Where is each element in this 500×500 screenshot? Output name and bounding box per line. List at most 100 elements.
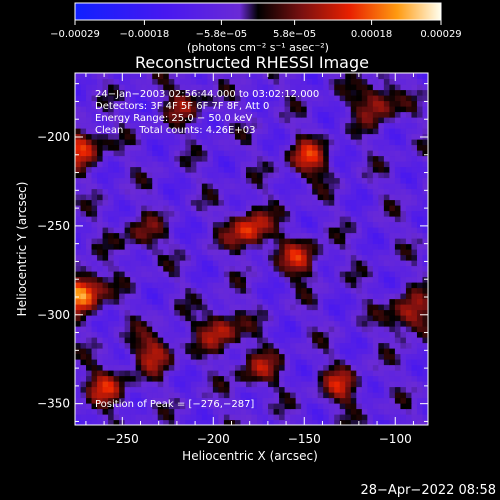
heatmap-cell xyxy=(394,386,402,393)
heatmap-cell xyxy=(367,342,374,349)
heatmap-cell xyxy=(356,172,363,179)
heatmap-cell xyxy=(405,194,413,201)
heatmap-cell xyxy=(196,183,203,190)
heatmap-cell xyxy=(372,331,379,338)
heatmap-cell xyxy=(372,78,379,85)
heatmap-cell xyxy=(350,199,357,206)
heatmap-cell xyxy=(240,287,247,294)
heatmap-cell xyxy=(229,408,236,415)
heatmap-cell xyxy=(168,320,175,327)
heatmap-cell xyxy=(229,375,236,382)
heatmap-cell xyxy=(108,155,115,162)
heatmap-cell xyxy=(273,386,280,393)
heatmap-cell xyxy=(262,194,269,201)
heatmap-cell xyxy=(394,419,402,425)
heatmap-cell xyxy=(146,392,153,399)
heatmap-cell xyxy=(108,265,115,272)
heatmap-cell xyxy=(86,117,93,124)
heatmap-cell xyxy=(405,84,413,91)
heatmap-cell xyxy=(135,232,142,239)
heatmap-cell xyxy=(372,282,379,289)
heatmap-cell xyxy=(135,359,142,366)
heatmap-cell xyxy=(411,403,418,410)
heatmap-cell xyxy=(130,298,137,305)
heatmap-cell xyxy=(240,183,247,190)
heatmap-cell xyxy=(328,249,335,256)
heatmap-cell xyxy=(411,199,418,206)
heatmap-cell xyxy=(284,161,291,168)
heatmap-cell xyxy=(141,386,148,393)
heatmap-cell xyxy=(301,309,308,316)
heatmap-cell xyxy=(207,78,214,85)
heatmap-cell xyxy=(328,89,335,96)
heatmap-cell xyxy=(339,408,346,415)
heatmap-cell xyxy=(245,265,253,272)
heatmap-cell xyxy=(372,392,379,399)
heatmap-cell xyxy=(152,188,159,195)
heatmap-cell xyxy=(416,370,424,377)
heatmap-cell xyxy=(389,370,396,377)
heatmap-cell xyxy=(367,117,374,124)
heatmap-cell xyxy=(251,150,258,157)
heatmap-cell xyxy=(185,221,192,228)
heatmap-cell xyxy=(207,221,214,228)
heatmap-cell xyxy=(108,408,115,415)
heatmap-cell xyxy=(157,375,164,382)
heatmap-cell xyxy=(323,155,330,162)
heatmap-cell xyxy=(306,106,313,113)
heatmap-cell xyxy=(273,95,280,102)
heatmap-cell xyxy=(317,282,324,289)
heatmap-cell xyxy=(295,133,302,140)
heatmap-cell xyxy=(135,403,142,410)
heatmap-cell xyxy=(328,326,335,333)
heatmap-cell xyxy=(168,337,175,344)
heatmap-cell xyxy=(372,353,379,360)
heatmap-cell xyxy=(157,386,164,393)
heatmap-cell xyxy=(135,183,142,190)
heatmap-cell xyxy=(130,419,137,425)
heatmap-cell xyxy=(218,326,225,333)
heatmap-cell xyxy=(268,397,275,404)
heatmap-cell xyxy=(86,122,93,129)
heatmap-cell xyxy=(334,392,341,399)
heatmap-cell xyxy=(179,392,186,399)
heatmap-cell xyxy=(290,221,297,228)
heatmap-cell xyxy=(201,276,208,283)
heatmap-cell xyxy=(378,403,385,410)
heatmap-cell xyxy=(229,293,236,300)
heatmap-cell xyxy=(334,133,341,140)
heatmap-cell xyxy=(268,337,275,344)
heatmap-cell xyxy=(97,78,104,85)
heatmap-cell xyxy=(102,128,109,135)
heatmap-cell xyxy=(229,95,236,102)
heatmap-cell xyxy=(301,106,308,113)
heatmap-cell xyxy=(400,293,407,300)
heatmap-cell xyxy=(212,106,220,113)
heatmap-cell xyxy=(163,238,170,245)
heatmap-cell xyxy=(372,375,379,382)
heatmap-cell xyxy=(245,364,253,371)
heatmap-cell xyxy=(168,161,175,168)
heatmap-cell xyxy=(367,133,374,140)
heatmap-cell xyxy=(97,392,104,399)
heatmap-cell xyxy=(97,144,104,151)
heatmap-cell xyxy=(279,359,286,366)
heatmap-cell xyxy=(257,227,264,234)
heatmap-cell xyxy=(124,166,131,173)
heatmap-cell xyxy=(312,205,319,212)
heatmap-cell xyxy=(97,232,104,239)
heatmap-cell xyxy=(372,265,379,272)
heatmap-cell xyxy=(411,84,418,91)
heatmap-cell xyxy=(312,414,319,421)
heatmap-cell xyxy=(146,106,153,113)
heatmap-cell xyxy=(284,210,291,217)
heatmap-cell xyxy=(328,293,335,300)
heatmap-cell xyxy=(334,414,341,421)
heatmap-cell xyxy=(190,216,197,223)
heatmap-cell xyxy=(273,73,280,80)
heatmap-cell xyxy=(400,117,407,124)
heatmap-cell xyxy=(201,221,208,228)
heatmap-cell xyxy=(152,161,159,168)
heatmap-cell xyxy=(301,249,308,256)
heatmap-cell xyxy=(317,155,324,162)
